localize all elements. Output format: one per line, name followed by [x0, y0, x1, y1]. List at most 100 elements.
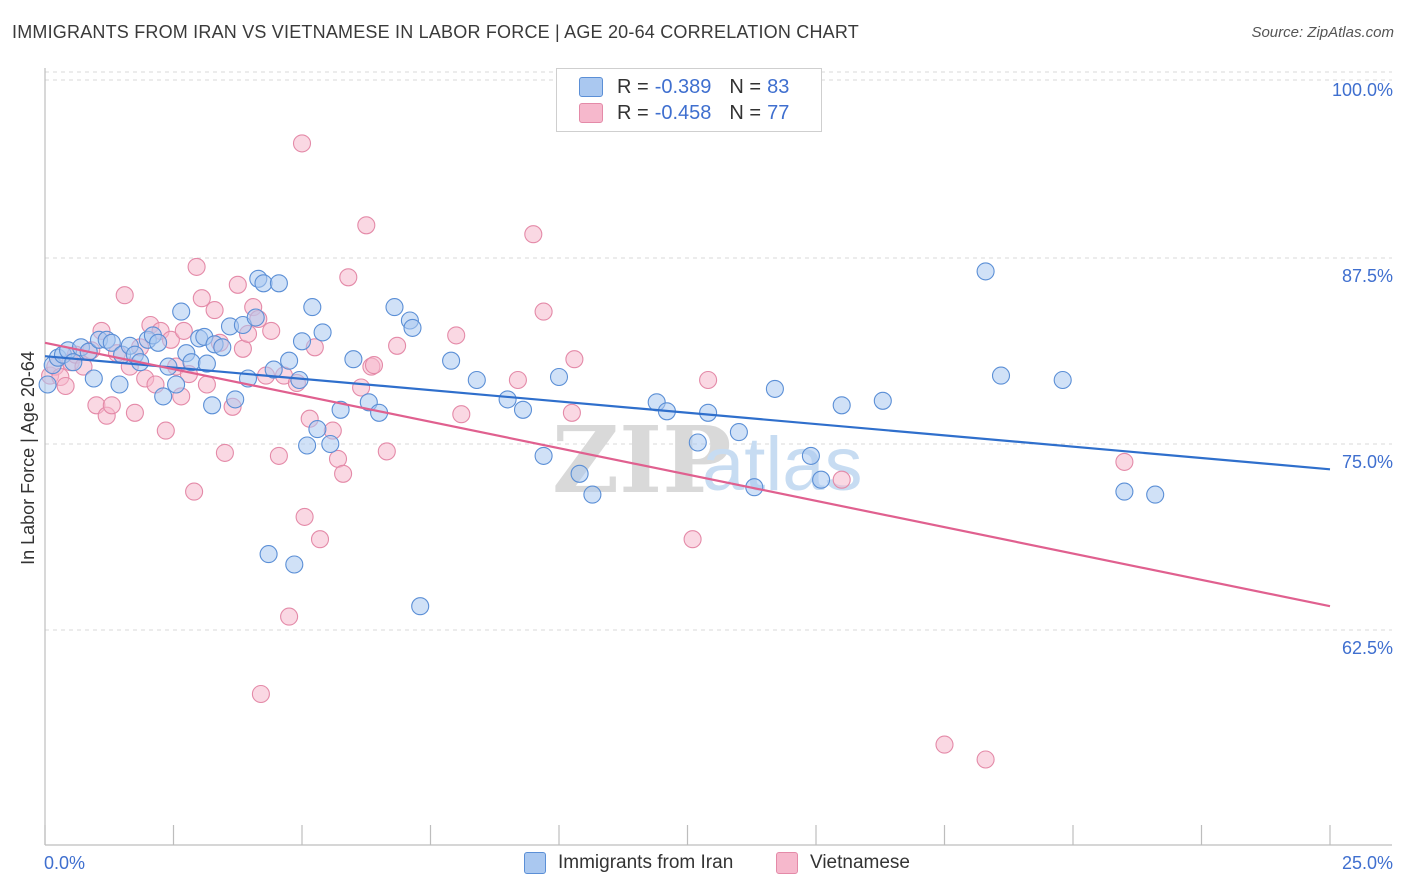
series-swatch-iran [524, 852, 546, 874]
vietnamese-point [508, 370, 527, 390]
iran-point [570, 464, 589, 483]
iran-point [167, 375, 186, 394]
iran-point [534, 446, 553, 465]
iran-point [331, 400, 350, 419]
vietnamese-point [364, 356, 384, 375]
iran-point [154, 387, 173, 406]
vietnamese-point [215, 443, 234, 462]
legend-n-value-vietnamese: 77 [767, 101, 790, 124]
vietnamese-point [251, 684, 270, 704]
iran-point [280, 351, 299, 370]
iran-point [729, 423, 748, 442]
vietnamese-point [683, 530, 702, 549]
y-tick-label: 75.0% [1342, 452, 1393, 472]
vietnamese-point [562, 403, 581, 422]
chart-title: IMMIGRANTS FROM IRAN VS VIETNAMESE IN LA… [12, 22, 859, 42]
legend-r-label: R = [617, 75, 649, 98]
vietnamese-point [205, 301, 224, 320]
iran-point [1146, 485, 1165, 504]
iran-point [303, 298, 322, 317]
vietnamese-point [115, 286, 134, 305]
x-tick-label: 0.0% [44, 853, 85, 873]
iran-point [812, 470, 831, 489]
iran-point [246, 308, 265, 327]
vietnamese-point [197, 375, 216, 394]
vietnamese-point [56, 376, 75, 396]
vietnamese-point [262, 321, 281, 340]
series-swatch-vietnamese [776, 852, 798, 874]
series-label-iran: Immigrants from Iran [558, 852, 734, 873]
legend-n-label: N = [729, 75, 762, 98]
vietnamese-point [976, 750, 995, 769]
series-legend-vietnamese: Vietnamese [776, 852, 910, 874]
iran-point [1053, 370, 1072, 390]
iran-point [64, 353, 83, 372]
legend-swatch-vietnamese [579, 103, 603, 123]
vietnamese-point [339, 268, 358, 287]
legend-r-label: R = [617, 101, 649, 124]
iran-point [172, 302, 191, 321]
vietnamese-point [1115, 452, 1134, 471]
iran-point [313, 323, 332, 342]
legend-swatch-iran [579, 77, 603, 97]
vietnamese-point [447, 326, 466, 345]
iran-point [549, 367, 569, 387]
iran-point [467, 370, 486, 390]
iran-point [765, 379, 784, 398]
correlation-legend: R = -0.389 N = 83 R = -0.458 N = 77 [556, 68, 822, 132]
vietnamese-point [935, 735, 954, 754]
iran-point [203, 396, 222, 415]
iran-point [513, 400, 533, 419]
vietnamese-point [228, 275, 247, 294]
vietnamese-point [699, 370, 718, 390]
iran-point [442, 351, 461, 370]
vietnamese-point [269, 446, 288, 465]
iran-point [688, 433, 707, 452]
vietnamese-point [156, 421, 175, 440]
vietnamese-point [295, 507, 314, 526]
iran-point [102, 333, 121, 352]
iran-point [254, 274, 273, 293]
vietnamese-point [187, 257, 206, 276]
series-label-vietnamese: Vietnamese [810, 852, 910, 873]
iran-point [308, 420, 327, 439]
iran-point [259, 545, 278, 564]
watermark-zip: ZIP [552, 406, 731, 514]
iran-point [403, 318, 422, 337]
vietnamese-trend-line [44, 341, 1331, 608]
y-tick-label: 100.0% [1332, 80, 1393, 100]
iran-point [269, 274, 288, 293]
y-tick-label: 87.5% [1342, 266, 1393, 286]
iran-point [226, 390, 245, 409]
vietnamese-point [185, 482, 204, 501]
vietnamese-point [832, 470, 851, 489]
iran-point [292, 332, 312, 351]
iran-point [498, 390, 517, 409]
vietnamese-point [534, 302, 553, 321]
y-tick-label: 62.5% [1342, 638, 1393, 658]
vietnamese-point [452, 405, 471, 424]
legend-n-value-iran: 83 [767, 75, 790, 98]
vietnamese-point [310, 530, 330, 549]
vietnamese-point [524, 225, 543, 244]
vietnamese-point [377, 442, 396, 461]
legend-r-value-vietnamese: -0.458 [654, 101, 712, 124]
iran-point [197, 354, 216, 373]
iran-point [285, 555, 304, 574]
x-tick-label: 25.0% [1342, 853, 1393, 873]
iran-point [298, 436, 317, 455]
vietnamese-point [388, 336, 407, 355]
vietnamese-point [565, 350, 584, 369]
iran-point [832, 396, 851, 415]
iran-point [264, 360, 283, 379]
vietnamese-point [334, 464, 353, 483]
legend-n-label: N = [729, 101, 762, 124]
iran-point [991, 366, 1011, 385]
iran-point [344, 350, 363, 369]
vietnamese-point [192, 289, 211, 308]
vietnamese-point [280, 607, 299, 626]
vietnamese-point [174, 321, 193, 340]
iran-point [385, 298, 404, 317]
axes [44, 68, 1392, 846]
